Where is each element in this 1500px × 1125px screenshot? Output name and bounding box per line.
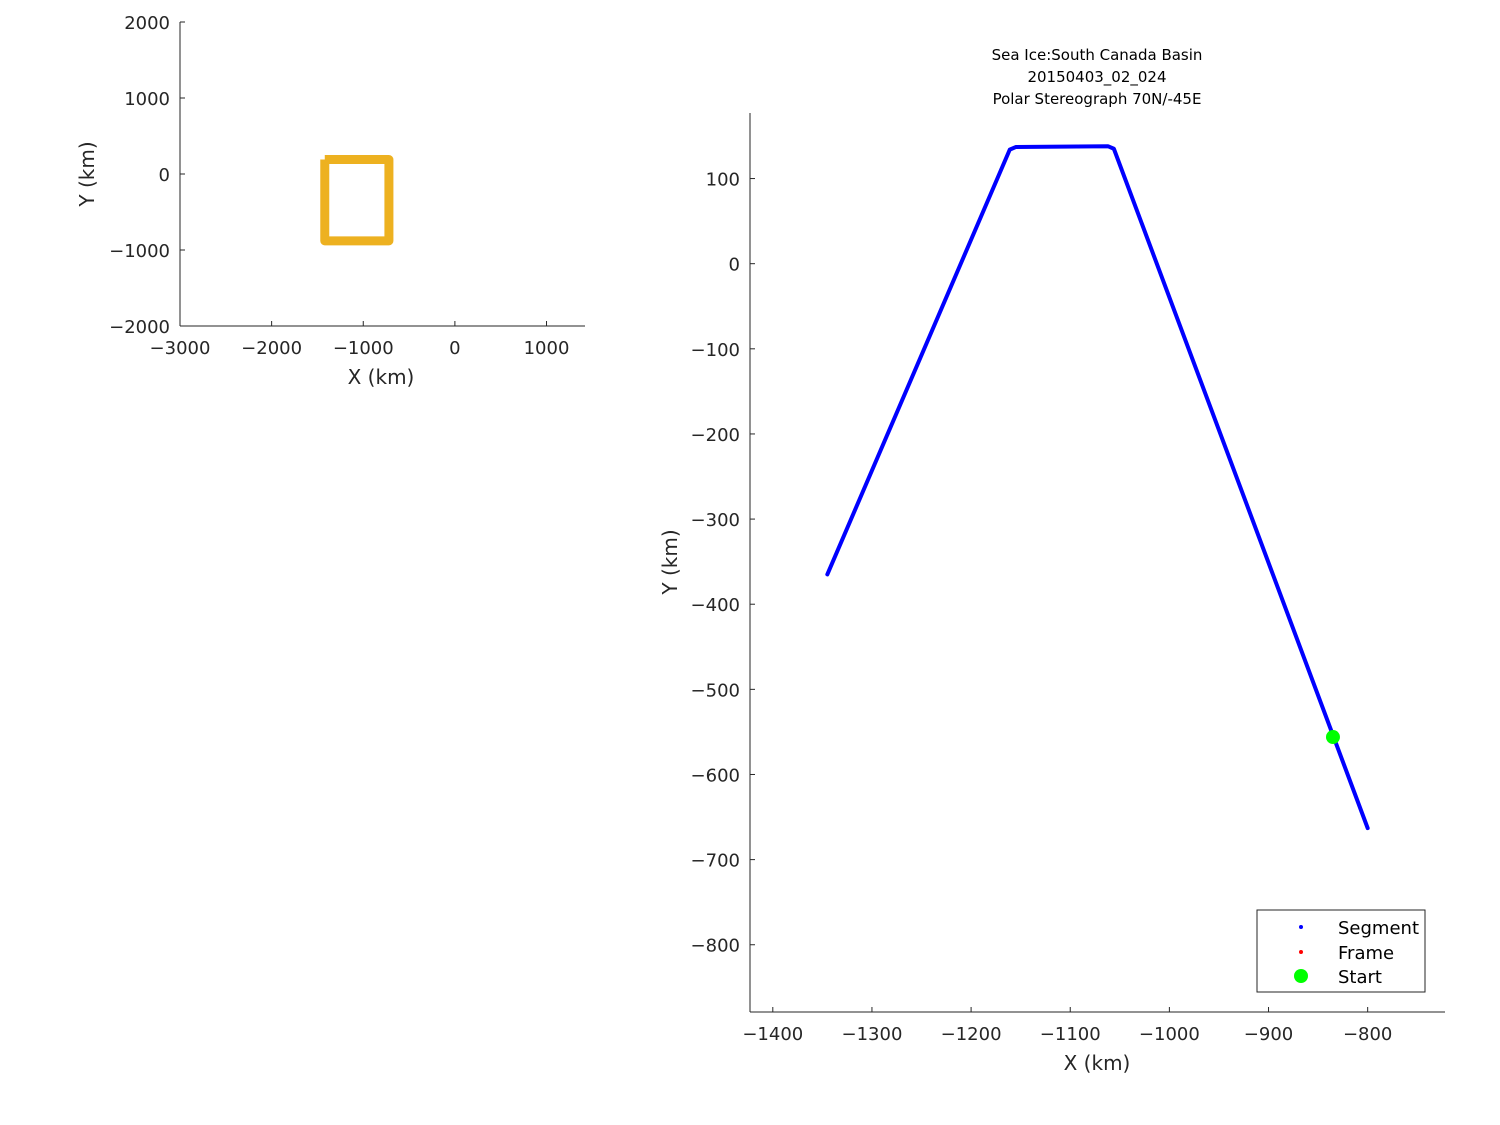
legend-start-marker xyxy=(1294,969,1308,983)
legend-frame-marker xyxy=(1299,950,1303,954)
legend-frame-label: Frame xyxy=(1338,943,1394,964)
track-y-tick-label: 0 xyxy=(729,255,740,276)
track-title-line-1: Sea Ice:South Canada Basin xyxy=(992,46,1203,64)
overview-x-tick-label: 1000 xyxy=(524,338,570,359)
track-y-label: Y (km) xyxy=(658,529,682,595)
track-x-tick-label: −1000 xyxy=(1139,1024,1200,1045)
legend-segment-label: Segment xyxy=(1338,918,1419,939)
track-y-tick-label: −200 xyxy=(691,425,740,446)
overview-y-tick-label: 1000 xyxy=(124,89,170,110)
overview-x-tick-label: −1000 xyxy=(333,338,394,359)
segment-track-line xyxy=(825,144,1370,831)
track-y-tick-label: −500 xyxy=(691,680,740,701)
track-y-tick-label: −600 xyxy=(691,765,740,786)
legend: Segment Frame Start xyxy=(1256,909,1426,993)
overview-x-tick-label: −3000 xyxy=(150,338,211,359)
track-title-line-3: Polar Stereograph 70N/-45E xyxy=(993,90,1202,108)
legend-start-label: Start xyxy=(1338,967,1382,988)
overview-x-tick-label: −2000 xyxy=(241,338,302,359)
track-x-tick-label: −900 xyxy=(1244,1024,1293,1045)
track-y-tick-label: −700 xyxy=(691,851,740,872)
track-y-tick-label: −800 xyxy=(691,936,740,957)
overview-y-label: Y (km) xyxy=(75,141,99,207)
track-x-tick-label: −1200 xyxy=(941,1024,1002,1045)
track-y-tick-label: −300 xyxy=(691,510,740,531)
track-x-tick-label: −800 xyxy=(1343,1024,1392,1045)
overview-y-tick-label: 2000 xyxy=(124,13,170,34)
track-axes: −1400 −1300 −1200 −1100 −1000 −900 −800−800−70… xyxy=(691,113,1445,1045)
overview-x-label: X (km) xyxy=(348,365,415,389)
track-title-line-2: 20150403_02_024 xyxy=(1027,68,1166,87)
track-x-label: X (km) xyxy=(1064,1051,1131,1075)
track-y-tick-label: −400 xyxy=(691,595,740,616)
legend-box xyxy=(1256,909,1426,993)
track-y-tick-label: −100 xyxy=(691,340,740,361)
overview-y-tick-label: 0 xyxy=(159,165,170,186)
legend-segment-marker xyxy=(1299,925,1303,929)
track-x-tick-label: −1100 xyxy=(1040,1024,1101,1045)
overview-x-tick-label: 0 xyxy=(449,338,460,359)
overview-y-tick-label: −2000 xyxy=(109,317,170,338)
track-x-tick-label: −1400 xyxy=(742,1024,803,1045)
track-x-tick-label: −1300 xyxy=(842,1024,903,1045)
overview-y-tick-label: −1000 xyxy=(109,241,170,262)
track-y-tick-label: 100 xyxy=(706,170,740,191)
start-marker xyxy=(1325,730,1340,745)
coverage-outline xyxy=(320,155,394,246)
